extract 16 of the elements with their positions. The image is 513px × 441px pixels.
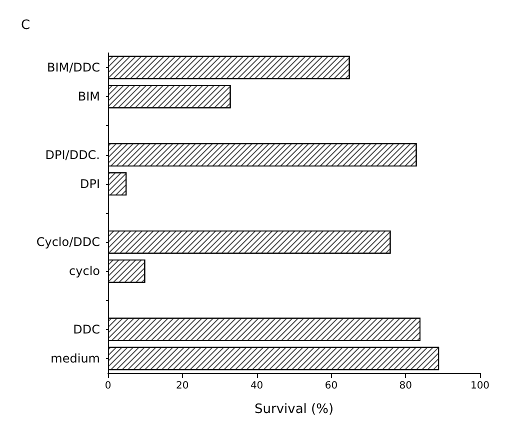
y-tick-label: DDC — [73, 322, 100, 336]
y-tick-label: medium — [50, 351, 100, 366]
y-tick-label: cyclo — [69, 264, 100, 278]
x-tick-label: 80 — [399, 380, 412, 392]
chart-title: C — [21, 18, 30, 33]
x-tick-label: 40 — [250, 380, 264, 392]
x-tick-label: 60 — [324, 380, 338, 392]
y-tick-label: Cyclo/DDC — [36, 235, 100, 250]
y-tick-label: DPI — [80, 176, 100, 191]
y-tick-label: BIM — [78, 90, 100, 104]
x-tick-label: 20 — [176, 380, 189, 392]
x-axis-title: Survival (%) — [254, 402, 334, 417]
y-tick-label: BIM/DDC — [46, 60, 100, 75]
y-tick-label: DPI/DDC. — [45, 148, 100, 162]
x-tick-label: 100 — [470, 380, 490, 392]
x-tick-label: 0 — [104, 380, 112, 392]
